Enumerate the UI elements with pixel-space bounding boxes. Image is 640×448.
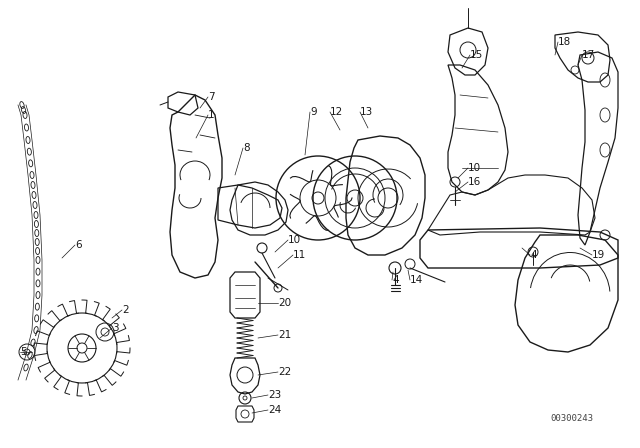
Text: 2: 2	[122, 305, 129, 315]
Text: 15: 15	[470, 50, 483, 60]
Text: 23: 23	[268, 390, 281, 400]
Text: 20: 20	[278, 298, 291, 308]
Text: 00300243: 00300243	[550, 414, 593, 422]
Text: 21: 21	[278, 330, 291, 340]
Text: 7: 7	[208, 92, 214, 102]
Text: 16: 16	[468, 177, 481, 187]
Text: 4: 4	[392, 275, 399, 285]
Text: 9: 9	[310, 107, 317, 117]
Text: 3: 3	[112, 323, 118, 333]
Text: 13: 13	[360, 107, 373, 117]
Text: 17: 17	[582, 50, 595, 60]
Text: 6: 6	[75, 240, 82, 250]
Text: 8: 8	[243, 143, 250, 153]
Text: 22: 22	[278, 367, 291, 377]
Text: 10: 10	[468, 163, 481, 173]
Text: 12: 12	[330, 107, 343, 117]
Text: 18: 18	[558, 37, 572, 47]
Text: 11: 11	[293, 250, 307, 260]
Text: 1: 1	[208, 110, 214, 120]
Text: 4: 4	[530, 250, 536, 260]
Text: 24: 24	[268, 405, 281, 415]
Text: 19: 19	[592, 250, 605, 260]
Text: 5: 5	[20, 347, 27, 357]
Text: 14: 14	[410, 275, 423, 285]
Text: 10: 10	[288, 235, 301, 245]
